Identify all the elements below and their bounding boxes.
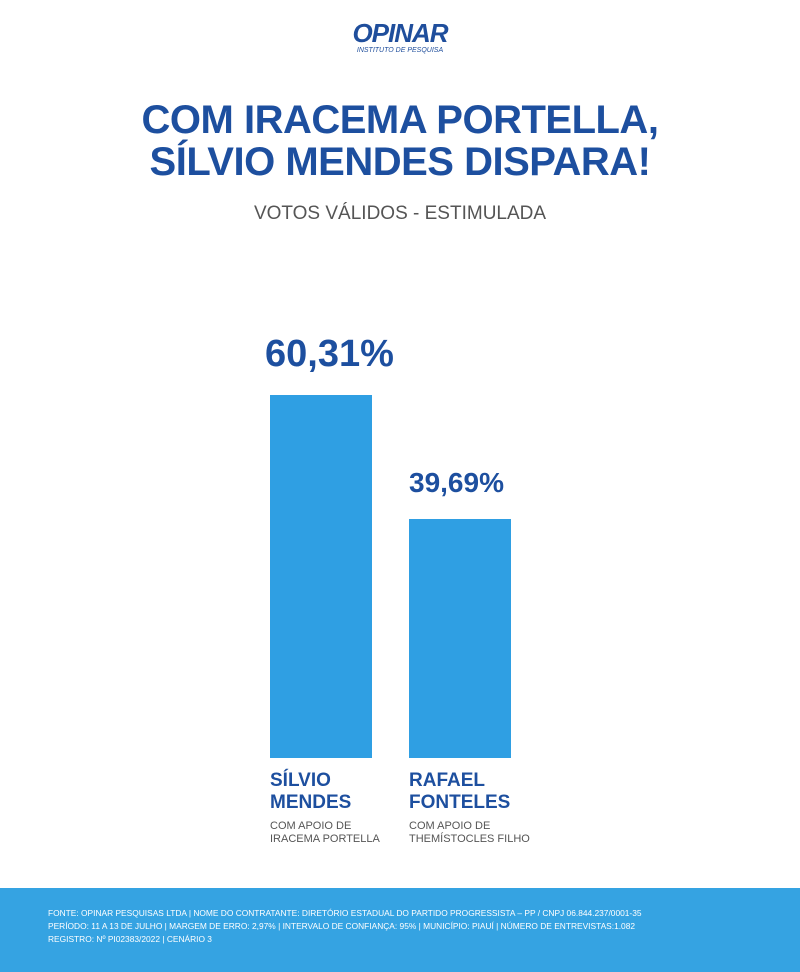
category-note: COM APOIO DE IRACEMA PORTELLA <box>270 820 380 845</box>
category-note: COM APOIO DE THEMÍSTOCLES FILHO <box>409 820 530 845</box>
logo-tagline: INSTITUTO DE PESQUISA <box>356 47 444 54</box>
category-label: SÍLVIO MENDES <box>270 770 352 813</box>
logo: OPINAR <box>352 18 448 48</box>
chart-title: SÍLVIO MENDES DISPARA! <box>149 140 651 184</box>
chart-subtitle: VOTOS VÁLIDOS - ESTIMULADA <box>253 203 547 224</box>
value-label: 39,69% <box>409 467 504 499</box>
footer-line: REGISTRO: Nº PI02383/2022 | CENÁRIO 3 <box>48 934 212 944</box>
value-label: 60,31% <box>265 332 394 375</box>
footer-line: PERÍODO: 11 A 13 DE JULHO | MARGEM DE ER… <box>48 921 636 931</box>
chart-title: COM IRACEMA PORTELLA, <box>141 98 659 142</box>
footer: FONTE: OPINAR PESQUISAS LTDA | NOME DO C… <box>0 888 800 972</box>
category-label: RAFAEL FONTELES <box>409 770 511 813</box>
bar <box>270 394 372 758</box>
bar <box>409 519 511 758</box>
footer-line: FONTE: OPINAR PESQUISAS LTDA | NOME DO C… <box>48 908 642 918</box>
